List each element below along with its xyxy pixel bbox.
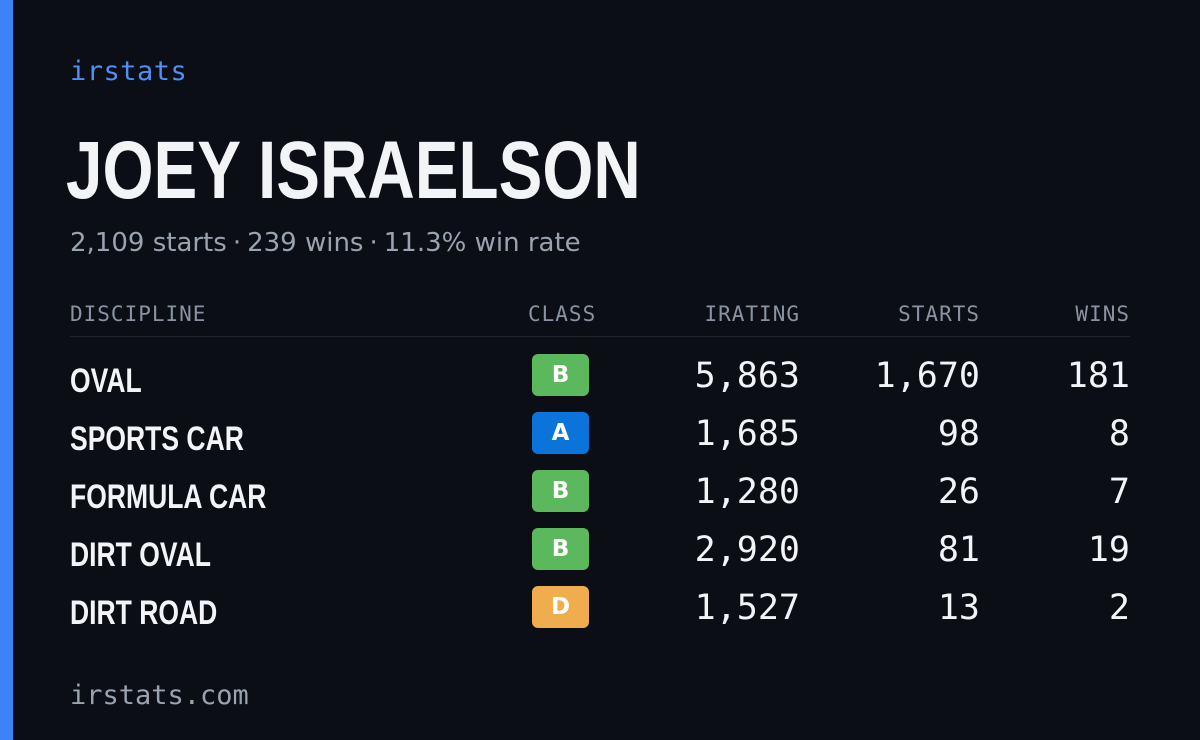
brand-logo-text: irstats [70, 56, 188, 87]
row-wins: 8 [1108, 414, 1130, 454]
header-starts: STARTS [898, 302, 980, 326]
row-starts: 26 [937, 472, 980, 512]
header-class: CLASS [528, 302, 597, 326]
summary-separator: · [369, 228, 378, 258]
row-irating: 2,920 [694, 530, 800, 570]
row-discipline: FORMULA CAR [70, 478, 267, 516]
row-starts: 81 [937, 530, 980, 570]
driver-name: JOEY ISRAELSON [66, 125, 641, 216]
row-wins: 7 [1108, 472, 1130, 512]
accent-bar [0, 0, 13, 740]
header-discipline: DISCIPLINE [70, 302, 207, 326]
table-row: FORMULA CAR B 1,280 26 7 [70, 470, 1130, 528]
class-badge: D [532, 586, 589, 628]
row-discipline: OVAL [70, 362, 142, 400]
footer-domain: irstats.com [70, 680, 249, 711]
table-row: SPORTS CAR A 1,685 98 8 [70, 412, 1130, 470]
header-wins: WINS [1075, 302, 1130, 326]
class-badge: B [532, 354, 589, 396]
stats-table-header: DISCIPLINE CLASS IRATING STARTS WINS [70, 300, 1130, 337]
summary-separator: · [232, 228, 242, 258]
class-badge: A [532, 412, 589, 454]
table-row: OVAL B 5,863 1,670 181 [70, 354, 1130, 412]
row-wins: 2 [1108, 588, 1130, 628]
row-wins: 19 [1087, 530, 1130, 570]
summary-wins: 239 wins [247, 228, 364, 258]
summary-starts: 2,109 starts [70, 228, 227, 258]
row-irating: 1,527 [694, 588, 800, 628]
header-irating: IRATING [704, 302, 800, 326]
summary-win-rate: 11.3% win rate [383, 228, 581, 258]
row-wins: 181 [1066, 356, 1130, 396]
row-discipline: SPORTS CAR [70, 420, 244, 458]
row-starts: 98 [937, 414, 980, 454]
row-starts: 13 [937, 588, 980, 628]
row-starts: 1,670 [874, 356, 980, 396]
table-row: DIRT OVAL B 2,920 81 19 [70, 528, 1130, 586]
row-discipline: DIRT OVAL [70, 536, 211, 574]
driver-summary: 2,109 starts · 239 wins · 11.3% win rate [70, 228, 581, 258]
class-badge: B [532, 528, 589, 570]
row-irating: 5,863 [694, 356, 800, 396]
class-badge: B [532, 470, 589, 512]
table-row: DIRT ROAD D 1,527 13 2 [70, 586, 1130, 644]
row-irating: 1,280 [694, 472, 800, 512]
row-discipline: DIRT ROAD [70, 594, 218, 632]
row-irating: 1,685 [694, 414, 800, 454]
